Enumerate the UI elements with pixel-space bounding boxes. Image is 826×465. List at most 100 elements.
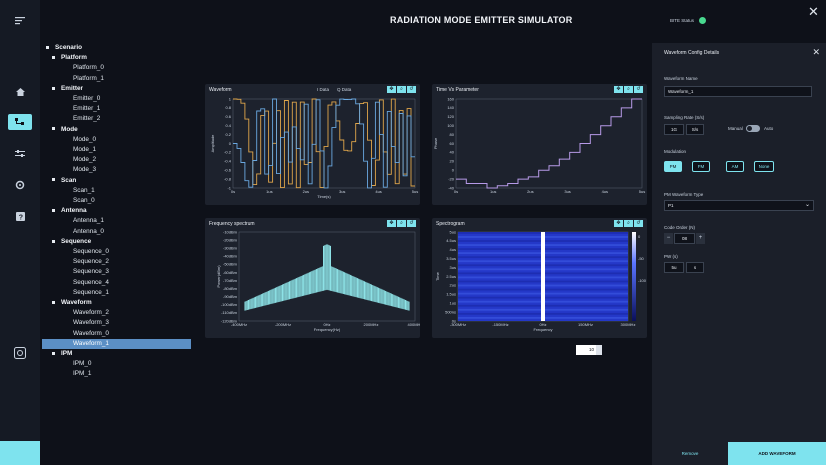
tree-node-icon [52,351,55,355]
code-order-decrement[interactable]: − [664,233,673,244]
manual-auto-toggle[interactable] [746,125,760,132]
spectrogram-x-axis-label: Frequency [534,327,553,332]
tree-group-platform[interactable]: Platform [52,53,87,63]
tree-item-mode_0[interactable]: Mode_0 [73,135,97,143]
menu-icon[interactable] [10,13,30,29]
tree-group-mode[interactable]: Mode [52,125,78,135]
tree-group-waveform[interactable]: Waveform [52,298,92,308]
page-size-input[interactable]: 10 [576,345,602,355]
remove-button[interactable]: Remove [681,451,699,456]
tree-item-sequence_2[interactable]: Sequence_2 [73,258,109,266]
parameters-icon[interactable] [10,146,30,162]
time-vs-parameter-tools: ✥ ⌕ ↺ [614,86,643,93]
tree-item-waveform_3[interactable]: Waveform_3 [73,319,109,327]
waveform-y-tick: 0.6 [225,114,231,119]
tree-group-emitter[interactable]: Emitter [52,84,83,94]
tree-item-mode_1[interactable]: Mode_1 [73,146,97,153]
waveform-name-input[interactable]: Waveform_1 [664,86,812,97]
waveform-x-tick: 0s [231,189,235,194]
scenario-icon[interactable] [8,114,32,130]
spectrogram-colorbar-tick: 0 [638,234,641,239]
rail-footer [0,441,40,465]
modulation-pm-button[interactable]: PM [664,161,682,172]
pan-icon[interactable]: ✥ [387,86,396,93]
waveform-plot[interactable]: 1 0.8 0.6 0.4 0.2 0 -0.2 -0.4 -0.6 -0.8 -10s 1us 2us… [205,94,420,205]
sampling-rate-unit[interactable]: S/s [686,124,704,135]
pan-icon[interactable]: ✥ [614,86,623,93]
tree-group-antenna[interactable]: Antenna [52,206,87,216]
add-waveform-button[interactable]: ADD WAVEFORM [728,442,826,465]
tree-item-ipm_0[interactable]: IPM_0 [73,360,92,368]
tree-item-sequence_1[interactable]: Sequence_1 [73,288,109,296]
tree-item-waveform_2[interactable]: Waveform_2 [73,309,109,317]
spectrum-y-tick: -10dBm [223,229,238,234]
tree-item-emitter_2[interactable]: Emitter_2 [73,115,101,123]
spectrogram-y-tick: 500ns [445,309,456,314]
tree-group-ipm[interactable]: IPM [52,349,72,359]
close-icon[interactable]: ✕ [812,47,820,57]
zoom-icon[interactable]: ⌕ [624,220,633,227]
tree-item-platform_1[interactable]: Platform_1 [73,74,104,82]
pm-type-value: P1 [668,203,674,208]
tree-item-scan_1[interactable]: Scan_1 [73,186,95,194]
tree-node-icon [52,178,55,182]
reset-icon[interactable]: ↺ [407,86,416,93]
spectrogram-x-tick: 0Hz [539,322,546,327]
spectrogram-colorbar-tick: -100 [638,278,647,283]
pw-unit[interactable]: s [686,262,704,273]
tree-group-scan[interactable]: Scan [52,176,76,186]
reset-icon[interactable]: ↺ [634,86,643,93]
waveform-q-data-series [233,98,415,189]
close-icon[interactable]: ✕ [808,4,819,19]
modulation-none-button[interactable]: None [754,161,774,172]
code-order-input[interactable]: 08 [674,233,695,244]
zoom-icon[interactable]: ⌕ [624,86,633,93]
code-order-increment[interactable]: + [696,233,705,244]
tree-item-platform_0[interactable]: Platform_0 [73,64,104,72]
page-size-spinner[interactable] [596,345,602,355]
tree-item-emitter_0[interactable]: Emitter_0 [73,95,101,102]
home-icon[interactable] [10,84,30,100]
frequency-spectrum-tools: ✥ ⌕ ↺ [387,220,416,227]
tree-item-waveform_1[interactable]: Waveform_1 [42,338,191,349]
tree-item-scan_0[interactable]: Scan_0 [73,197,95,204]
legend-i-data[interactable]: I Data [317,87,330,92]
tree-item-sequence_4[interactable]: Sequence_4 [73,278,109,286]
sampling-rate-input[interactable]: 1G [664,124,684,135]
tree-item-mode_2[interactable]: Mode_2 [73,156,97,164]
tree-root-scenario[interactable]: Scenario [46,43,82,53]
tree-node-icon [52,86,55,90]
tree-item-emitter_1[interactable]: Emitter_1 [73,105,101,113]
tree-item-ipm_1[interactable]: IPM_1 [73,370,92,378]
tree-item-mode_3[interactable]: Mode_3 [73,166,97,174]
reset-icon[interactable]: ↺ [407,220,416,227]
export-icon[interactable] [10,345,30,361]
tree-item-waveform_0[interactable]: Waveform_0 [73,329,109,337]
tvp-plot-frame [455,98,643,189]
legend-q-data[interactable]: Q Data [337,87,352,92]
pm-type-select[interactable]: P1 ⌄ [664,200,814,211]
pw-input[interactable]: 5u [664,262,684,273]
zoom-icon[interactable]: ⌕ [397,220,406,227]
zoom-icon[interactable]: ⌕ [397,86,406,93]
settings-icon[interactable] [10,177,30,193]
tree-item-sequence_0[interactable]: Sequence_0 [73,248,109,255]
tree-group-sequence[interactable]: Sequence [52,237,91,247]
frequency-spectrum-plot[interactable]: -10dBm -20dBm -30dBm -40dBm -50dBm -60dBm -70d… [205,228,420,338]
spectrogram-x-tick: -150MHz [492,322,508,327]
spectrum-y-tick: -120dBm [221,318,238,323]
pan-icon[interactable]: ✥ [614,220,623,227]
modulation-am-button[interactable]: AM [726,161,744,172]
tree-item-antenna_0[interactable]: Antenna_0 [73,227,104,235]
pan-icon[interactable]: ✥ [387,220,396,227]
spectrogram-colorbar [632,232,636,321]
reset-icon[interactable]: ↺ [634,220,643,227]
tree-item-antenna_1[interactable]: Antenna_1 [73,217,104,225]
modulation-fm-button[interactable]: FM [692,161,710,172]
spectrogram-plot[interactable]: 5us 4.5us 4us 3.5us 3us 2.5us 2us 1.5us 1us 500ns… [432,228,647,338]
waveform-x-axis-label: Time(s) [317,194,331,199]
tvp-y-tick: 80 [450,132,455,137]
tree-item-sequence_3[interactable]: Sequence_3 [73,268,109,276]
help-icon[interactable]: ? [10,208,30,224]
